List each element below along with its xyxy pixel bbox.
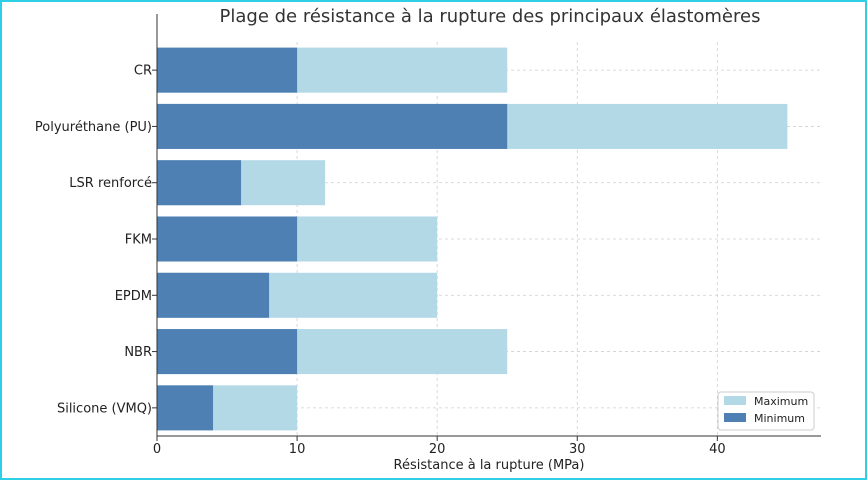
- y-tick-label: Polyuréthane (PU): [35, 120, 152, 135]
- bar-minimum: [157, 160, 242, 206]
- chart-title: Plage de résistance à la rupture des pri…: [220, 6, 761, 27]
- x-tick-label: 10: [289, 442, 306, 457]
- legend-label-maximum: Maximum: [754, 395, 808, 408]
- bar-minimum: [157, 103, 508, 149]
- bar-minimum: [157, 329, 298, 375]
- x-tick-label: 0: [153, 442, 161, 457]
- bar-minimum: [157, 216, 298, 262]
- bar-minimum: [157, 272, 270, 318]
- y-tick-label: FKM: [125, 233, 152, 248]
- y-tick-label: NBR: [124, 345, 152, 360]
- y-tick-label: CR: [134, 64, 152, 79]
- y-tick-label: Silicone (VMQ): [57, 401, 152, 416]
- y-tick-label: EPDM: [115, 289, 152, 304]
- x-axis-label: Résistance à la rupture (MPa): [394, 458, 585, 473]
- x-tick-label: 20: [429, 442, 446, 457]
- y-tick-label: LSR renforcé: [69, 176, 152, 191]
- bar-minimum: [157, 385, 214, 431]
- legend-label-minimum: Minimum: [754, 412, 805, 425]
- legend-swatch-maximum: [724, 396, 746, 405]
- legend: Maximum Minimum: [717, 391, 815, 431]
- legend-swatch-minimum: [724, 413, 746, 422]
- x-tick-label: 30: [569, 442, 586, 457]
- bars: [157, 47, 788, 431]
- x-tick-label: 40: [709, 442, 726, 457]
- axes: 0 10 20 30 40 Silicone (VMQ) NBR EPDM FKM LSR ren…: [35, 14, 821, 457]
- bar-minimum: [157, 47, 298, 93]
